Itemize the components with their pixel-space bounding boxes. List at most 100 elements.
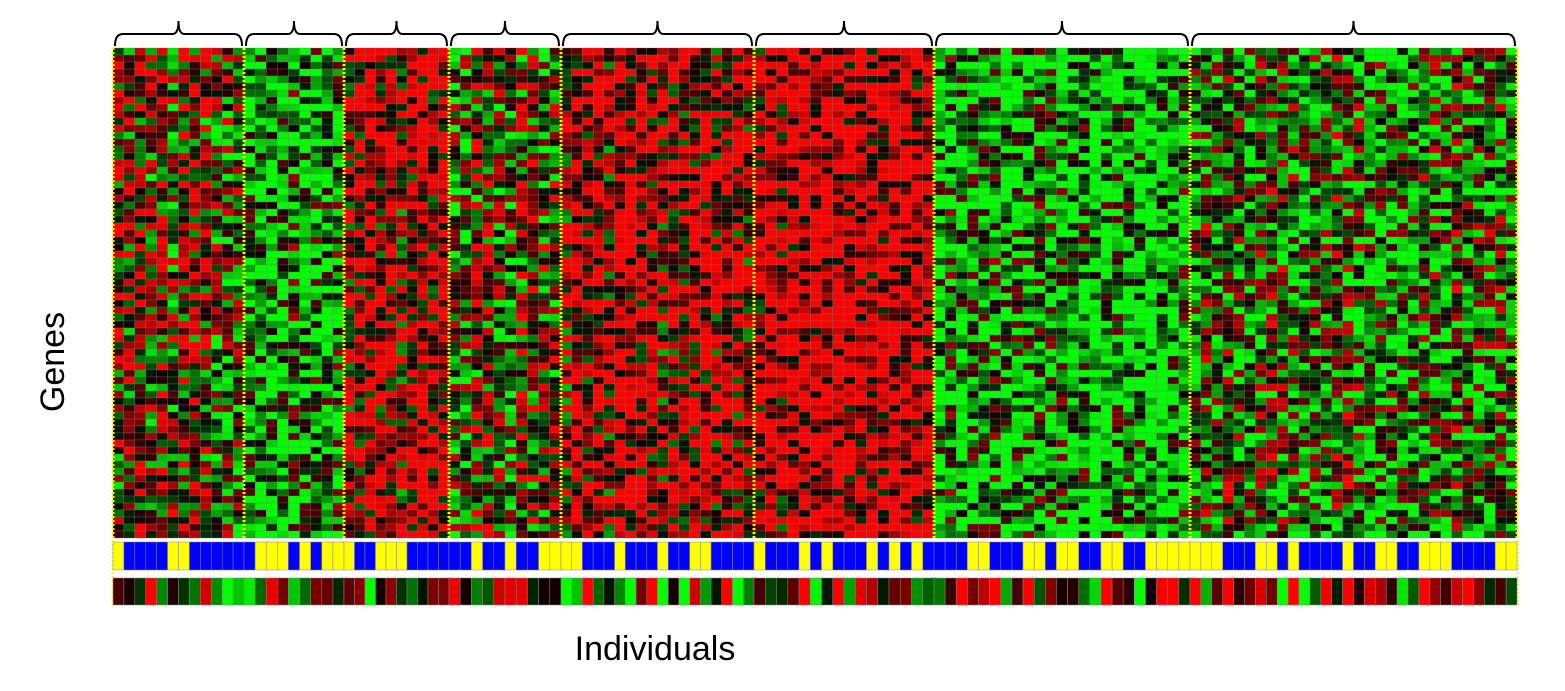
heatmap-cell (635, 208, 647, 217)
heatmap-cell (460, 47, 472, 56)
heatmap-cell (145, 47, 157, 56)
heatmap-cell (700, 54, 712, 63)
heatmap-cell (582, 180, 594, 189)
heatmap-cell (560, 425, 572, 434)
heatmap-cell (288, 334, 300, 343)
heatmap-cell (614, 411, 626, 420)
heatmap-cell (798, 397, 811, 406)
heatmap-cell (354, 229, 366, 238)
heatmap-cell (343, 145, 355, 154)
heatmap-cell (571, 215, 583, 224)
heatmap-cell (689, 159, 701, 168)
heatmap-cell (471, 327, 483, 336)
heatmap-cell (549, 173, 562, 182)
heatmap-cell (156, 257, 168, 266)
heatmap-cell (332, 502, 345, 511)
heatmap-cell (866, 138, 878, 147)
heatmap-cell (156, 418, 168, 427)
heatmap-cell (299, 61, 311, 70)
heatmap-cell (332, 131, 345, 140)
heatmap-cell (200, 82, 212, 91)
heatmap-cell (732, 313, 744, 322)
heatmap-cell (710, 495, 722, 504)
heatmap-cell (732, 299, 744, 308)
heatmap-cell (112, 54, 125, 63)
heatmap-cell (753, 47, 766, 56)
heatmap-cell (243, 236, 256, 245)
heatmap-cell (516, 327, 528, 336)
heatmap-cell (482, 453, 494, 462)
heatmap-cell (211, 362, 223, 371)
heatmap-cell (504, 390, 517, 399)
heatmap-cell (417, 460, 429, 469)
heatmap-cell (123, 103, 135, 112)
heatmap-cell (700, 208, 712, 217)
heatmap-cell (266, 222, 278, 231)
heatmap-cell (504, 145, 517, 154)
heatmap-cell (765, 145, 777, 154)
heatmap-cell (493, 257, 506, 266)
heatmap-cell (385, 103, 397, 112)
heatmap-cell (343, 481, 355, 490)
heatmap-cell (200, 47, 212, 56)
heatmap-cell (448, 82, 461, 91)
heatmap-cell (678, 278, 690, 287)
heatmap-cell (700, 250, 712, 259)
heatmap-cell (593, 138, 605, 147)
heatmap-cell (254, 250, 267, 259)
heatmap-cell (832, 404, 845, 413)
heatmap-cell (406, 418, 418, 427)
heatmap-cell (266, 327, 278, 336)
heatmap-cell (178, 369, 190, 378)
heatmap-cell (266, 348, 278, 357)
heatmap-cell (832, 89, 845, 98)
heatmap-cell (471, 488, 483, 497)
heatmap-cell (877, 306, 890, 315)
heatmap-cell (743, 229, 755, 238)
heatmap-cell (266, 187, 278, 196)
heatmap-cell (211, 502, 223, 511)
heatmap-cell (603, 453, 615, 462)
heatmap-cell (277, 54, 289, 63)
heatmap-cell (112, 376, 125, 385)
heatmap-cell (787, 425, 800, 434)
heatmap-cell (332, 355, 345, 364)
heatmap-cell (332, 257, 345, 266)
heatmap-cell (254, 488, 267, 497)
heatmap-cell (145, 173, 157, 182)
heatmap-cell (700, 474, 712, 483)
heatmap-cell (167, 264, 179, 273)
heatmap-cell (866, 446, 878, 455)
heatmap-cell (448, 425, 461, 434)
heatmap-cell (471, 82, 483, 91)
heatmap-cell (678, 348, 690, 357)
heatmap-cell (222, 96, 234, 105)
heatmap-cell (396, 495, 408, 504)
heatmap-cell (211, 432, 223, 441)
heatmap-cell (776, 439, 788, 448)
heatmap-cell (710, 439, 722, 448)
heatmap-cell (646, 236, 658, 245)
heatmap-cell (689, 89, 701, 98)
heatmap-cell (321, 418, 334, 427)
heatmap-cell (560, 313, 572, 322)
heatmap-cell (167, 474, 179, 483)
heatmap-cell (299, 306, 311, 315)
heatmap-cell (843, 250, 856, 259)
heatmap-cell (385, 481, 397, 490)
heatmap-cell (538, 68, 550, 77)
heatmap-cell (232, 390, 245, 399)
heatmap-cell (866, 299, 878, 308)
heatmap-cell (743, 159, 755, 168)
heatmap-cell (123, 516, 135, 525)
heatmap-cell (232, 208, 245, 217)
heatmap-cell (471, 446, 483, 455)
heatmap-cell (571, 446, 583, 455)
heatmap-cell (700, 180, 712, 189)
heatmap-cell (668, 411, 680, 420)
heatmap-cell (614, 194, 626, 203)
heatmap-cell (299, 481, 311, 490)
heatmap-cell (743, 194, 755, 203)
heatmap-cell (438, 488, 450, 497)
heatmap-cell (448, 208, 461, 217)
